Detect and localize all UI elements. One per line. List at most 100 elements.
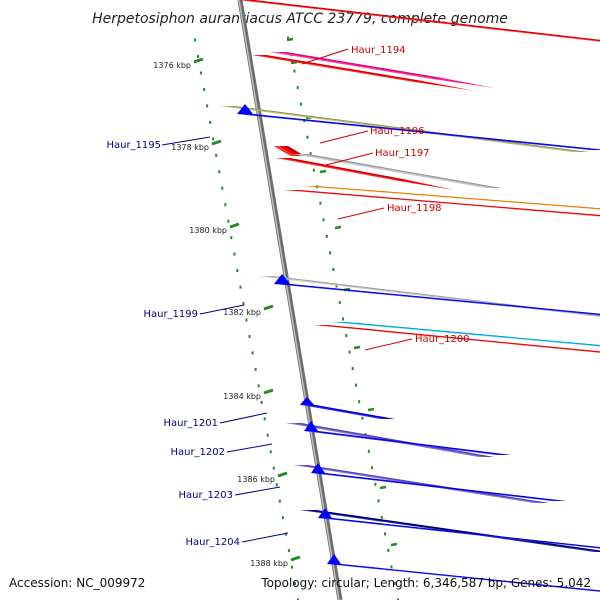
- right-scale-dot: [345, 334, 348, 338]
- gene-arrow: [276, 158, 455, 190]
- left-scale-dot: [290, 565, 293, 569]
- left-scale-dot: [275, 483, 278, 487]
- gene-arrow: [327, 554, 600, 592]
- right-scale-dot: [287, 36, 289, 40]
- scale-tick-mark: [263, 388, 274, 395]
- backbone-line: [237, 0, 343, 600]
- scale-tick-mark: [229, 222, 240, 229]
- left-scale-dot: [269, 450, 272, 454]
- left-scale-dot: [266, 433, 269, 437]
- right-scale-dot: [393, 581, 396, 585]
- left-scale-dot: [221, 186, 224, 190]
- left-scale-dot: [203, 87, 206, 91]
- gene-arrow: [270, 52, 495, 88]
- right-scale-dot: [358, 400, 361, 404]
- left-scale-dot: [254, 367, 257, 371]
- right-scale-dot: [296, 86, 299, 90]
- gene-label: Haur_1194: [351, 45, 406, 56]
- left-scale-dot: [278, 499, 281, 503]
- left-scale-dot: [218, 170, 221, 174]
- left-scale-dot: [212, 137, 215, 141]
- gene-label: Haur_1198: [387, 203, 442, 214]
- genome-backbone: [237, 0, 343, 600]
- gene-arrow: [311, 463, 567, 501]
- scale-dots: [193, 36, 399, 600]
- topology-text: Topology: circular; Length: 6,346,587 bp…: [261, 576, 591, 590]
- gene-arrow: [313, 325, 600, 353]
- right-scale-dot: [338, 300, 341, 304]
- map-title: Herpetosiphon aurantiacus ATCC 23779, co…: [92, 11, 508, 27]
- left-scale-dot: [257, 384, 260, 388]
- gene-label: Haur_1197: [375, 148, 430, 159]
- right-tick-mark: [367, 407, 375, 412]
- scale-tick-label: 1378 kbp: [171, 143, 209, 152]
- scale-tick-mark: [290, 555, 301, 562]
- left-scale-dot: [233, 252, 236, 256]
- left-scale-dot: [260, 400, 263, 404]
- gene-arrow: [300, 397, 395, 419]
- right-scale-dot: [348, 350, 351, 354]
- gene-label: Haur_1196: [370, 126, 425, 137]
- right-scale-dot: [293, 69, 296, 73]
- gene-block: [257, 276, 600, 318]
- gene-arrow: [252, 55, 476, 91]
- gene-leader-line: [364, 338, 413, 351]
- right-scale-dot: [361, 416, 364, 420]
- right-scale-dot: [390, 565, 393, 569]
- gene-block: [301, 186, 600, 210]
- right-scale-dot: [377, 499, 380, 503]
- left-scale-dot: [248, 334, 251, 338]
- gene-label: Haur_1202: [170, 447, 225, 458]
- left-scale-dot: [263, 417, 266, 421]
- left-scale-dot: [215, 153, 218, 157]
- gene-arrow: [237, 104, 600, 150]
- right-tick-mark: [334, 225, 342, 230]
- right-tick-mark: [319, 169, 327, 174]
- right-scale-dot: [354, 383, 357, 387]
- right-scale-dot: [397, 598, 399, 600]
- right-scale-dot: [319, 201, 322, 205]
- gene-arrow: [283, 190, 600, 217]
- right-scale-dot: [384, 532, 387, 536]
- right-scale-dot: [367, 449, 370, 453]
- gene-block: [292, 154, 502, 188]
- accession-text: Accession: NC_009972: [9, 576, 146, 590]
- left-scale-dot: [287, 549, 290, 553]
- right-tick-mark: [286, 37, 294, 42]
- scale-tick-label: 1386 kbp: [237, 475, 275, 484]
- left-scale-dot: [251, 351, 254, 355]
- gene-arrow: [274, 274, 600, 316]
- left-scale-dot: [209, 120, 212, 124]
- gene-leader-line: [337, 207, 385, 220]
- right-tick-mark: [390, 542, 398, 547]
- gene-leader-line: [325, 152, 374, 166]
- gene-label: Haur_1201: [163, 418, 218, 429]
- right-scale-dot: [322, 218, 325, 222]
- right-scale-dot: [342, 317, 344, 321]
- gene-arrow: [274, 146, 305, 156]
- left-scale-dot: [239, 285, 242, 289]
- right-scale-dot: [371, 466, 374, 470]
- gene-leader-line: [241, 532, 289, 543]
- scale-tick-mark: [193, 57, 204, 64]
- gene-label: Haur_1203: [178, 490, 233, 501]
- gene-leader-line: [219, 412, 268, 424]
- gene-arrow: [238, 0, 600, 42]
- gene-arrow: [318, 508, 600, 549]
- right-scale-dot: [380, 515, 383, 519]
- right-scale-dot: [312, 168, 315, 172]
- left-scale-dot: [293, 582, 296, 586]
- left-scale-dot: [236, 269, 239, 273]
- gene-label: Haur_1195: [106, 140, 161, 151]
- scale-tick-mark: [263, 304, 274, 311]
- right-scale-dot: [374, 482, 377, 486]
- scale-tick-label: 1388 kbp: [250, 559, 288, 568]
- annotation-layer: 1376 kbp 1378 kbp 1380 kbp 1382 kbp 1384 kbp…: [106, 45, 469, 568]
- left-scale-dot: [242, 302, 245, 306]
- gene-block: [293, 465, 550, 503]
- scale-tick-mark: [277, 471, 288, 478]
- left-scale-dot: [206, 104, 209, 108]
- right-tick-mark: [379, 485, 387, 490]
- left-scale-dot: [200, 71, 203, 75]
